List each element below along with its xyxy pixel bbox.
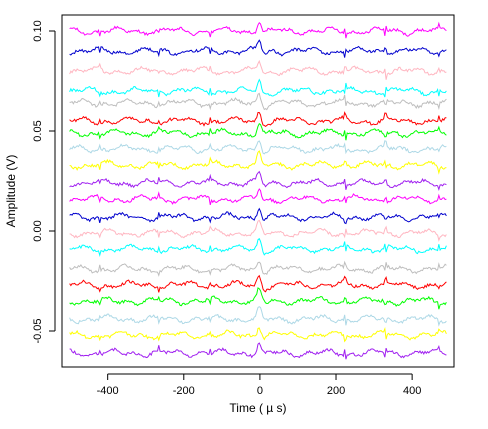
- series-line: [69, 287, 447, 310]
- series-line: [69, 260, 447, 277]
- series-line: [69, 59, 447, 80]
- series-line: [69, 92, 447, 111]
- y-tick-label: -0.05: [32, 318, 44, 343]
- series-line: [69, 78, 447, 98]
- series-line: [69, 21, 447, 39]
- series-line: [69, 111, 447, 127]
- x-tick-label: 400: [403, 385, 421, 397]
- y-axis: -0.05 0.00 0.05 0.10: [32, 20, 56, 344]
- plot-frame: [61, 14, 455, 368]
- series-line: [69, 342, 447, 360]
- y-tick-label: 0.00: [32, 220, 44, 241]
- series-line: [69, 237, 447, 257]
- x-tick-label: -400: [97, 385, 119, 397]
- series-line: [69, 326, 447, 343]
- series-line: [69, 170, 447, 192]
- series-line: [69, 219, 447, 242]
- series-line: [69, 39, 447, 58]
- series-line: [69, 274, 447, 293]
- series-line: [69, 140, 447, 155]
- series-layer: [69, 21, 447, 360]
- series-line: [69, 306, 447, 327]
- series-line: [69, 188, 447, 206]
- series-line: [69, 150, 447, 175]
- series-line: [69, 207, 447, 225]
- series-line: [69, 122, 447, 141]
- y-axis-label: Amplitude (V): [4, 155, 18, 228]
- x-tick-label: 200: [327, 385, 345, 397]
- x-axis: -400 -200 0 200 400: [97, 373, 421, 397]
- x-axis-label: Time ( µ s): [229, 401, 286, 415]
- x-tick-label: 0: [257, 385, 263, 397]
- y-tick-label: 0.05: [32, 120, 44, 141]
- y-tick-label: 0.10: [32, 20, 44, 41]
- x-tick-label: -200: [173, 385, 195, 397]
